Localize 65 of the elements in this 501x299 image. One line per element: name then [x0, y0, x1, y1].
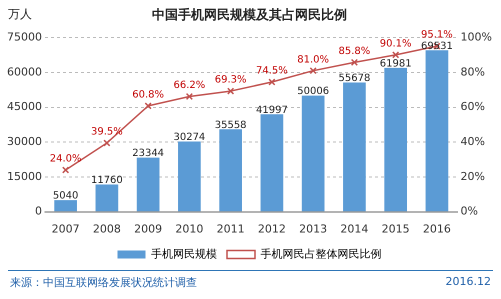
point	[310, 67, 317, 74]
y2-tick-label: 60%	[460, 100, 486, 114]
y2-tick-label: 80%	[460, 65, 486, 78]
bar	[302, 96, 324, 212]
point	[268, 78, 276, 86]
x-tick-label: 2011	[216, 222, 245, 236]
data-label: 30274	[173, 132, 206, 144]
text: 2016.12	[446, 275, 491, 288]
y2-tick-label: 0%	[460, 204, 478, 218]
x-tick-label: 2009	[134, 222, 162, 236]
bar	[54, 200, 77, 212]
y-tick-label: 60000	[6, 65, 42, 78]
y-tick-label: 0	[34, 204, 42, 218]
x-tick-label: 2012	[258, 222, 286, 236]
y-tick-label: 30000	[6, 134, 42, 148]
data-label: 66.2%	[174, 80, 206, 92]
data-label: 90.1%	[380, 38, 412, 50]
bar	[96, 184, 118, 212]
data-label: 61981	[380, 58, 412, 70]
bar	[219, 129, 242, 212]
point	[144, 102, 152, 110]
data-label: 85.8%	[338, 46, 370, 57]
bar	[343, 82, 366, 212]
data-label: 69.3%	[214, 74, 247, 86]
point	[227, 88, 234, 95]
y-tick-label: 75000	[6, 30, 42, 44]
point	[103, 139, 110, 147]
source-note: 来源：中国互联网络发展状况统计调查	[10, 275, 197, 290]
x-tick-label: 2010	[175, 222, 204, 236]
data-label: 41997	[256, 104, 288, 116]
x-tick-label: 2008	[92, 222, 121, 236]
y-axis-title: 万人	[8, 6, 32, 23]
data-label: 5040	[52, 190, 78, 202]
x-tick-label: 2015	[382, 222, 410, 236]
data-label: 95.1%	[421, 30, 453, 41]
data-label: 23344	[132, 148, 164, 160]
legend-label: 手机网民占整体网民比例	[260, 247, 382, 260]
data-label: 11760	[90, 175, 123, 186]
y2-tick-label: 20%	[460, 170, 486, 183]
x-tick-label: 2014	[340, 222, 368, 236]
x-tick-label: 2007	[52, 222, 80, 236]
data-label: 50006	[297, 86, 330, 98]
point	[62, 166, 70, 174]
bar	[178, 141, 201, 212]
data-label: 60.8%	[132, 89, 164, 100]
data-label: 24.0%	[50, 154, 82, 165]
y2-tick-label: 40%	[460, 134, 486, 148]
bar	[384, 68, 408, 212]
data-label: 81.0%	[297, 54, 330, 66]
bar	[426, 50, 448, 212]
y-tick-label: 45000	[6, 100, 42, 114]
x-tick-label: 2016	[422, 222, 451, 236]
x-tick-label: 2013	[299, 222, 328, 236]
point	[186, 92, 193, 100]
point	[350, 58, 358, 66]
legend-label: 手机网民规模	[151, 247, 217, 260]
chart-title: 中国手机网民规模及其占网民比例	[152, 7, 347, 24]
point	[392, 51, 400, 58]
data-label: 55678	[338, 73, 370, 84]
bar	[260, 114, 284, 212]
y2-tick-label: 100%	[460, 30, 492, 44]
bar	[136, 158, 160, 212]
data-label: 74.5%	[256, 66, 288, 77]
data-label: 35558	[214, 120, 247, 131]
y-tick-label: 15000	[6, 170, 42, 183]
